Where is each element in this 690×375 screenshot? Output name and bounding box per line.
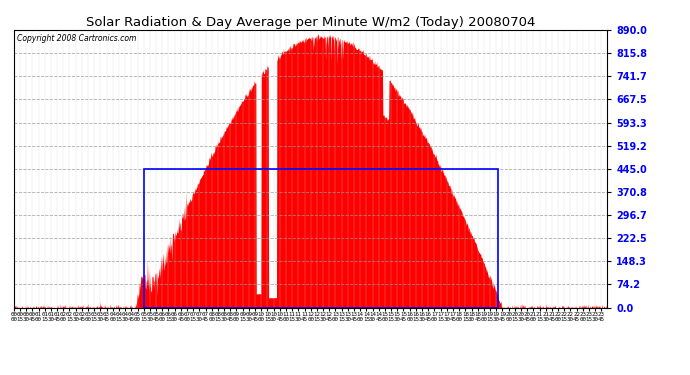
Title: Solar Radiation & Day Average per Minute W/m2 (Today) 20080704: Solar Radiation & Day Average per Minute…: [86, 16, 535, 29]
Bar: [144, 169, 498, 308]
Text: Copyright 2008 Cartronics.com: Copyright 2008 Cartronics.com: [17, 34, 136, 43]
